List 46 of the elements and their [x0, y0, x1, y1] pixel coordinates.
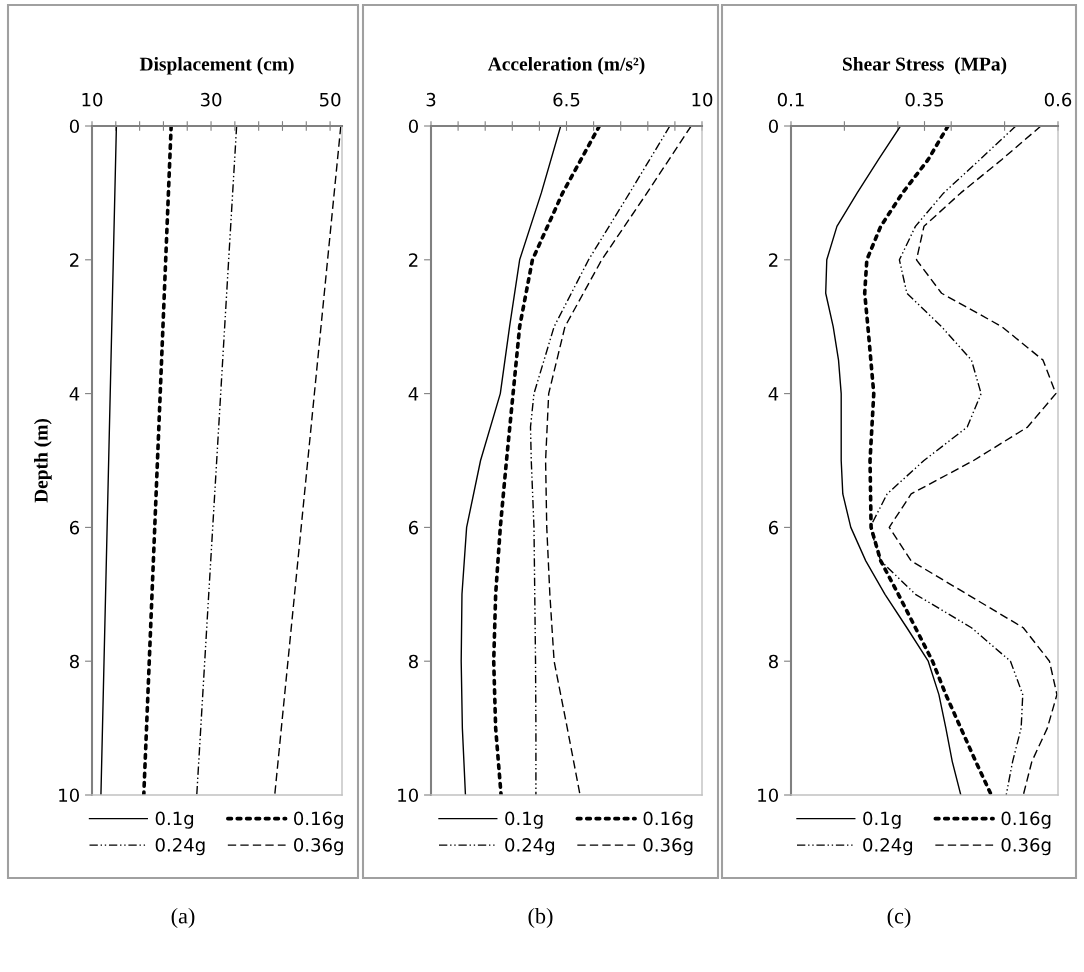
legend-label: 0.1g	[155, 811, 194, 829]
y-tick-label: 6	[69, 520, 80, 535]
legend-label: 0.36g	[294, 838, 343, 856]
legend-label: 0.1g	[863, 811, 901, 829]
text: (b)	[528, 907, 553, 929]
x-tick-label: 6.5	[553, 92, 580, 107]
chart-title: Shear Stress (MPa)	[842, 56, 1007, 75]
y-tick-label: 0	[408, 119, 418, 134]
x-tick-label: 30	[200, 92, 222, 107]
y-tick-label: 10	[758, 788, 778, 803]
y-tick-label: 4	[768, 387, 779, 401]
x-tick-label: 0.1	[777, 92, 804, 107]
legend-label: 0.24g	[155, 838, 205, 856]
text: (c)	[887, 907, 911, 929]
x-tick-label: 50	[320, 92, 341, 107]
y-tick-label: 2	[70, 253, 79, 267]
x-tick-label: 0.6	[1044, 92, 1072, 107]
y-tick-label: 6	[408, 520, 419, 535]
legend-label: 0.16g	[294, 811, 343, 829]
y-tick-label: 10	[398, 788, 418, 803]
chart-title: Displacement (cm)	[139, 56, 294, 75]
legend-label: 0.24g	[863, 838, 913, 856]
legend-label: 0.36g	[643, 838, 693, 856]
legend-label: 0.16g	[1001, 811, 1051, 829]
legend-label: 0.24g	[505, 838, 555, 856]
y-tick-label: 4	[408, 387, 419, 401]
legend-label: 0.1g	[505, 811, 543, 829]
y-tick-label: 4	[69, 387, 80, 401]
y-tick-label: 2	[409, 253, 418, 267]
y-tick-label: 0	[768, 119, 778, 134]
y-tick-label: 2	[769, 253, 778, 267]
x-tick-label: 10	[82, 92, 103, 107]
y-tick-label: 6	[768, 520, 779, 535]
y-tick-label: 8	[408, 654, 418, 669]
x-tick-label: 0.35	[905, 92, 944, 107]
text: (a)	[171, 907, 195, 929]
y-tick-label: 10	[59, 788, 79, 803]
y-tick-label: 0	[69, 119, 79, 134]
y-tick-label: 8	[768, 654, 778, 669]
chart-title: Acceleration (m/s²)	[487, 56, 645, 75]
x-tick-label: 3	[426, 92, 436, 107]
y-tick-label: 8	[69, 654, 79, 669]
legend-label: 0.36g	[1001, 838, 1051, 856]
y-axis-title: Depth (m)	[34, 418, 52, 503]
x-tick-label: 10	[692, 92, 713, 107]
legend-label: 0.16g	[643, 811, 693, 829]
